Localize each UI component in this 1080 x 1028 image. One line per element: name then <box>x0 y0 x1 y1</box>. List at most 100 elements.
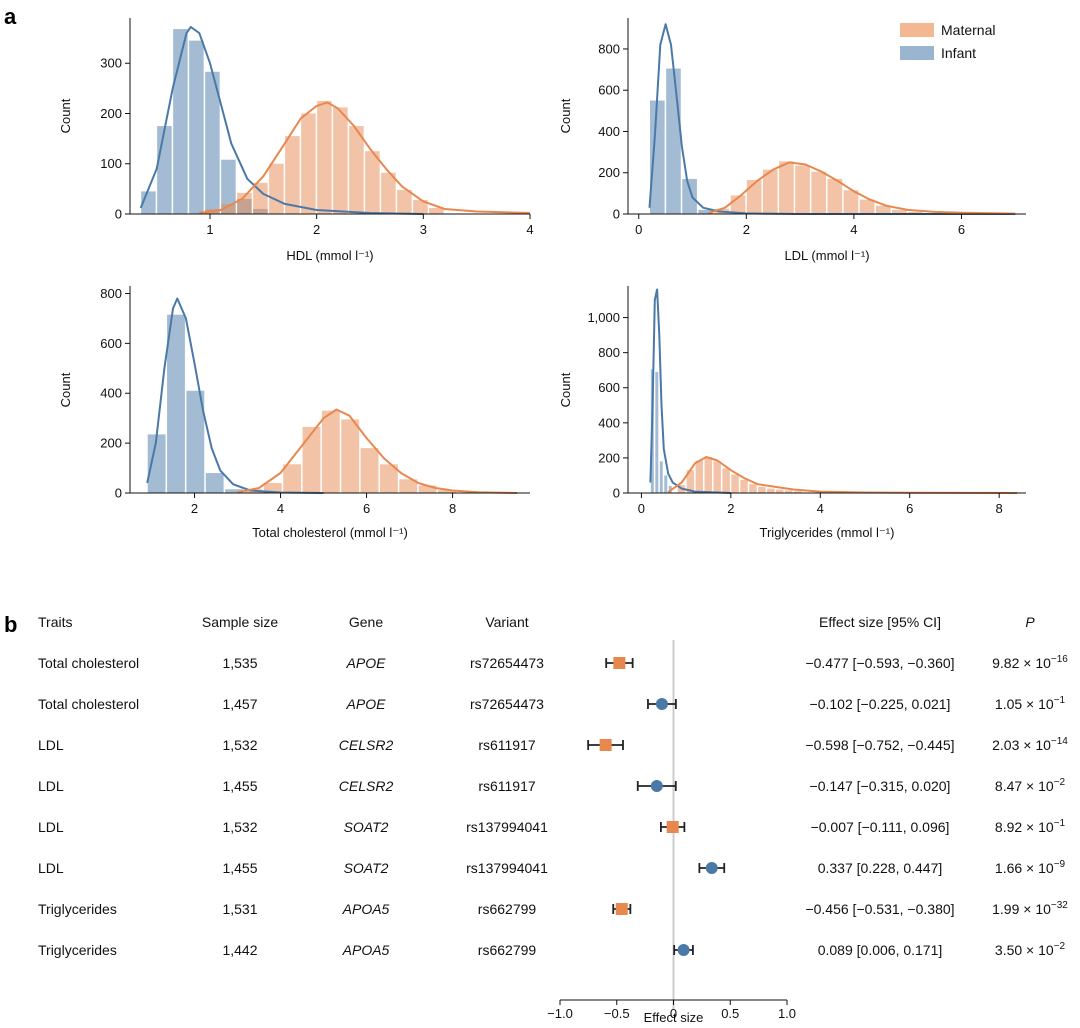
p-value-exponent: −2 <box>1054 941 1066 952</box>
infant-density-curve <box>648 23 1016 215</box>
x-tick-label: 6 <box>363 501 370 516</box>
table-row: LDL 1,455 SOAT2 rs137994041 0.337 [0.228, 0.… <box>38 859 1066 876</box>
ldl-histogram: 0 2 4 6 0 200 400 600 800 LDL (mmol l⁻¹) Count <box>558 18 1026 263</box>
infant-bar <box>189 40 204 214</box>
maternal-bar <box>321 410 340 493</box>
infant-bar <box>221 159 236 214</box>
maternal-bar <box>285 136 300 214</box>
y-tick-label: 800 <box>598 41 620 56</box>
header-effect: Effect size [95% CI] <box>819 614 941 630</box>
infant-bar <box>205 71 220 215</box>
header-traits: Traits <box>38 614 72 630</box>
gene-cell: APOA5 <box>342 901 390 917</box>
maternal-density-curve <box>667 456 1018 494</box>
table-row: LDL 1,532 CELSR2 rs611917 −0.598 [−0.752, −0… <box>38 736 1068 753</box>
p-value-exponent: −1 <box>1054 695 1066 706</box>
maternal-bar <box>413 199 428 214</box>
p-value-mantissa: 3.50 × 10 <box>995 942 1054 958</box>
trait-cell: Total cholesterol <box>38 655 139 671</box>
maternal-bar <box>237 192 252 214</box>
legend: Maternal Infant <box>900 22 995 61</box>
x-tick-label: 6 <box>906 501 913 516</box>
y-axis-label: Count <box>558 372 573 407</box>
x-tick-label: 2 <box>727 501 734 516</box>
forest-x-tick-label: 0.5 <box>721 1006 739 1021</box>
infant-point <box>677 944 690 956</box>
maternal-bar <box>317 100 332 214</box>
x-tick-label: 0 <box>635 222 642 237</box>
trait-cell: LDL <box>38 860 64 876</box>
table-row: Triglycerides 1,442 APOA5 rs662799 0.089 [0.… <box>38 941 1066 958</box>
maternal-bar <box>779 161 794 214</box>
x-tick-label: 6 <box>958 222 965 237</box>
maternal-bar <box>333 107 348 214</box>
maternal-bar <box>341 419 360 493</box>
maternal-bar <box>301 113 316 214</box>
effect-size-cell: −0.102 [−0.225, 0.021] <box>810 696 951 712</box>
p-value-exponent: −2 <box>1054 777 1066 788</box>
maternal-point <box>613 657 626 669</box>
infant-density-curve <box>649 288 731 494</box>
infant-bar <box>186 390 205 493</box>
maternal-bar <box>827 178 843 214</box>
forest-plot: Traits Sample size Gene Variant Effect size … <box>38 614 1068 1025</box>
header-variant: Variant <box>485 614 528 630</box>
infant-bar <box>698 209 714 214</box>
trait-cell: LDL <box>38 778 64 794</box>
maternal-bar <box>843 190 859 214</box>
maternal-bar <box>749 484 757 493</box>
trait-cell: LDL <box>38 737 64 753</box>
maternal-bar <box>253 182 268 214</box>
maternal-density-curve <box>237 408 518 494</box>
y-axis-label: Count <box>558 98 573 133</box>
effect-size-cell: −0.007 [−0.111, 0.096] <box>811 819 950 835</box>
x-tick-label: 2 <box>313 222 320 237</box>
p-value-exponent: −14 <box>1051 736 1068 747</box>
x-axis-label: HDL (mmol l⁻¹) <box>286 248 373 263</box>
y-axis-label: Count <box>58 372 73 407</box>
x-tick-label: 3 <box>420 222 427 237</box>
infant-point <box>655 698 668 710</box>
header-p: P <box>1025 614 1035 630</box>
y-tick-label: 800 <box>100 286 122 301</box>
x-tick-label: 8 <box>996 501 1003 516</box>
table-row: Total cholesterol 1,535 APOE rs72654473 −0.4… <box>38 654 1068 671</box>
y-tick-label: 400 <box>598 124 620 139</box>
maternal-bar <box>758 486 766 493</box>
y-axis-label: Count <box>58 98 73 133</box>
x-tick-label: 4 <box>277 501 284 516</box>
sample-size-cell: 1,535 <box>222 655 257 671</box>
forest-x-tick-label: 0 <box>670 1006 677 1021</box>
infant-bar <box>225 489 243 493</box>
maternal-bar <box>908 211 923 214</box>
forest-x-axis-label: Effect size <box>644 1010 704 1025</box>
sample-size-cell: 1,531 <box>222 901 257 917</box>
maternal-bar <box>686 470 695 493</box>
variant-cell: rs662799 <box>478 942 537 958</box>
y-tick-label: 0 <box>115 486 122 501</box>
sample-size-cell: 1,455 <box>222 778 257 794</box>
trait-cell: Triglycerides <box>38 942 117 958</box>
y-tick-label: 200 <box>598 450 620 465</box>
x-axis-label: Total cholesterol (mmol l⁻¹) <box>252 525 408 540</box>
sample-size-cell: 1,457 <box>222 696 257 712</box>
y-tick-label: 600 <box>100 336 122 351</box>
gene-cell: APOE <box>346 696 387 712</box>
maternal-bar <box>381 172 396 214</box>
maternal-bar <box>365 151 380 214</box>
sample-size-cell: 1,532 <box>222 737 257 753</box>
table-row: LDL 1,455 CELSR2 rs611917 −0.147 [−0.315, 0.… <box>38 777 1066 794</box>
infant-bar <box>205 473 224 493</box>
gene-cell: APOE <box>346 655 387 671</box>
p-value-cell: 8.92 × 10−1 <box>995 818 1066 835</box>
infant-bar <box>167 314 185 493</box>
maternal-bar <box>762 169 778 214</box>
maternal-bar <box>283 464 302 493</box>
x-tick-label: 4 <box>817 501 824 516</box>
variant-cell: rs662799 <box>478 901 537 917</box>
maternal-bar <box>859 199 875 214</box>
maternal-bar <box>438 490 456 493</box>
y-tick-label: 300 <box>100 56 122 71</box>
legend-infant-swatch <box>900 46 934 60</box>
